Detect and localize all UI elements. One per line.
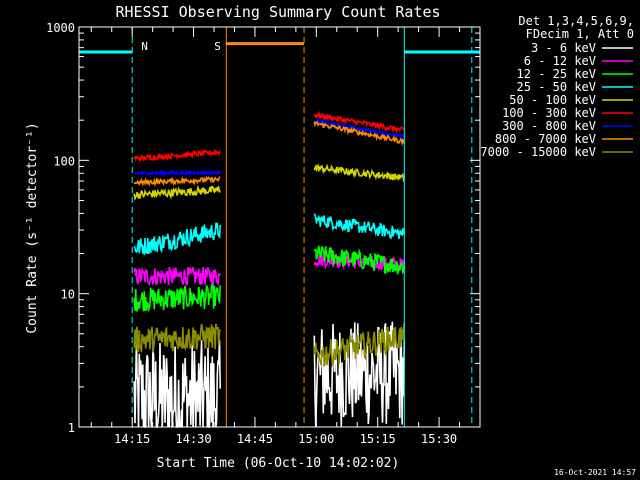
generation-timestamp: 16-Oct-2021 14:57	[554, 468, 636, 477]
series-50-100-keV	[133, 163, 406, 201]
legend-entry-label: 6 - 12 keV	[524, 54, 596, 68]
series-7000-15000-keV	[133, 322, 406, 368]
series-line-4-1	[313, 163, 406, 183]
series-line-6-1	[314, 117, 406, 140]
series-line-8-0	[133, 323, 221, 353]
axes-layer: 1 10 100 1000 14:15 14:30 14:45 15:00 15:15 15:30	[46, 21, 481, 446]
series-line-7-1	[313, 120, 405, 147]
legend-entry-label: 12 - 25 keV	[517, 67, 596, 81]
legend: Det 1,3,4,5,6,9, FDecim 1, Att 0 3 - 6 k…	[480, 14, 634, 159]
flag-N-label: N	[141, 40, 148, 53]
series-12-25-keV	[133, 245, 406, 313]
series-line-7-0	[133, 175, 221, 188]
series-line-6-0	[133, 168, 221, 178]
series-line-2-0	[133, 283, 221, 313]
plot-frame	[78, 26, 481, 428]
y-axis-label: Count Rate (s⁻¹ detector⁻¹)	[25, 122, 40, 333]
series-300-800-keV	[133, 117, 406, 178]
series-line-2-1	[313, 245, 406, 275]
legend-entry-label: 300 - 800 keV	[502, 119, 596, 133]
series-line-5-0	[133, 148, 221, 163]
series-line-8-1	[313, 322, 406, 368]
legend-entry-label: 800 - 7000 keV	[495, 132, 596, 146]
series-800-7000-keV	[133, 120, 405, 188]
legend-entry-label: 50 - 100 keV	[509, 93, 596, 107]
y-tick-label: 100	[53, 154, 75, 168]
series-25-50-keV	[133, 213, 406, 255]
x-tick-label: 15:00	[298, 432, 334, 446]
legend-entry-label: 100 - 300 keV	[502, 106, 596, 120]
x-axis-label: Start Time (06-Oct-10 14:02:02)	[157, 456, 400, 471]
series-line-3-1	[313, 213, 406, 240]
series-line-5-1	[313, 110, 405, 135]
x-tick-label: 14:15	[114, 432, 150, 446]
chart-title: RHESSI Observing Summary Count Rates	[115, 3, 440, 21]
y-tick-label: 10	[61, 288, 75, 302]
legend-entry-label: 7000 - 15000 keV	[480, 145, 596, 159]
legend-header-detectors: Det 1,3,4,5,6,9,	[518, 14, 634, 28]
legend-entry-label: 25 - 50 keV	[517, 80, 596, 94]
legend-header-decimation: FDecim 1, Att 0	[526, 27, 634, 41]
y-tick-label: 1	[68, 421, 75, 435]
series-line-3-0	[133, 222, 221, 255]
flag-S-label: S	[214, 40, 221, 53]
series-line-0-1	[313, 321, 406, 427]
legend-entry-label: 3 - 6 keV	[531, 41, 596, 55]
y-tick-label: 1000	[46, 21, 75, 35]
x-tick-label: 14:30	[176, 432, 212, 446]
x-tick-label: 15:15	[360, 432, 396, 446]
x-tick-label: 14:45	[237, 432, 273, 446]
series-line-1-0	[133, 266, 221, 287]
data-layer	[133, 110, 406, 428]
series-100-300-keV	[133, 110, 405, 163]
x-tick-label: 15:30	[421, 432, 457, 446]
series-line-4-0	[133, 184, 221, 201]
